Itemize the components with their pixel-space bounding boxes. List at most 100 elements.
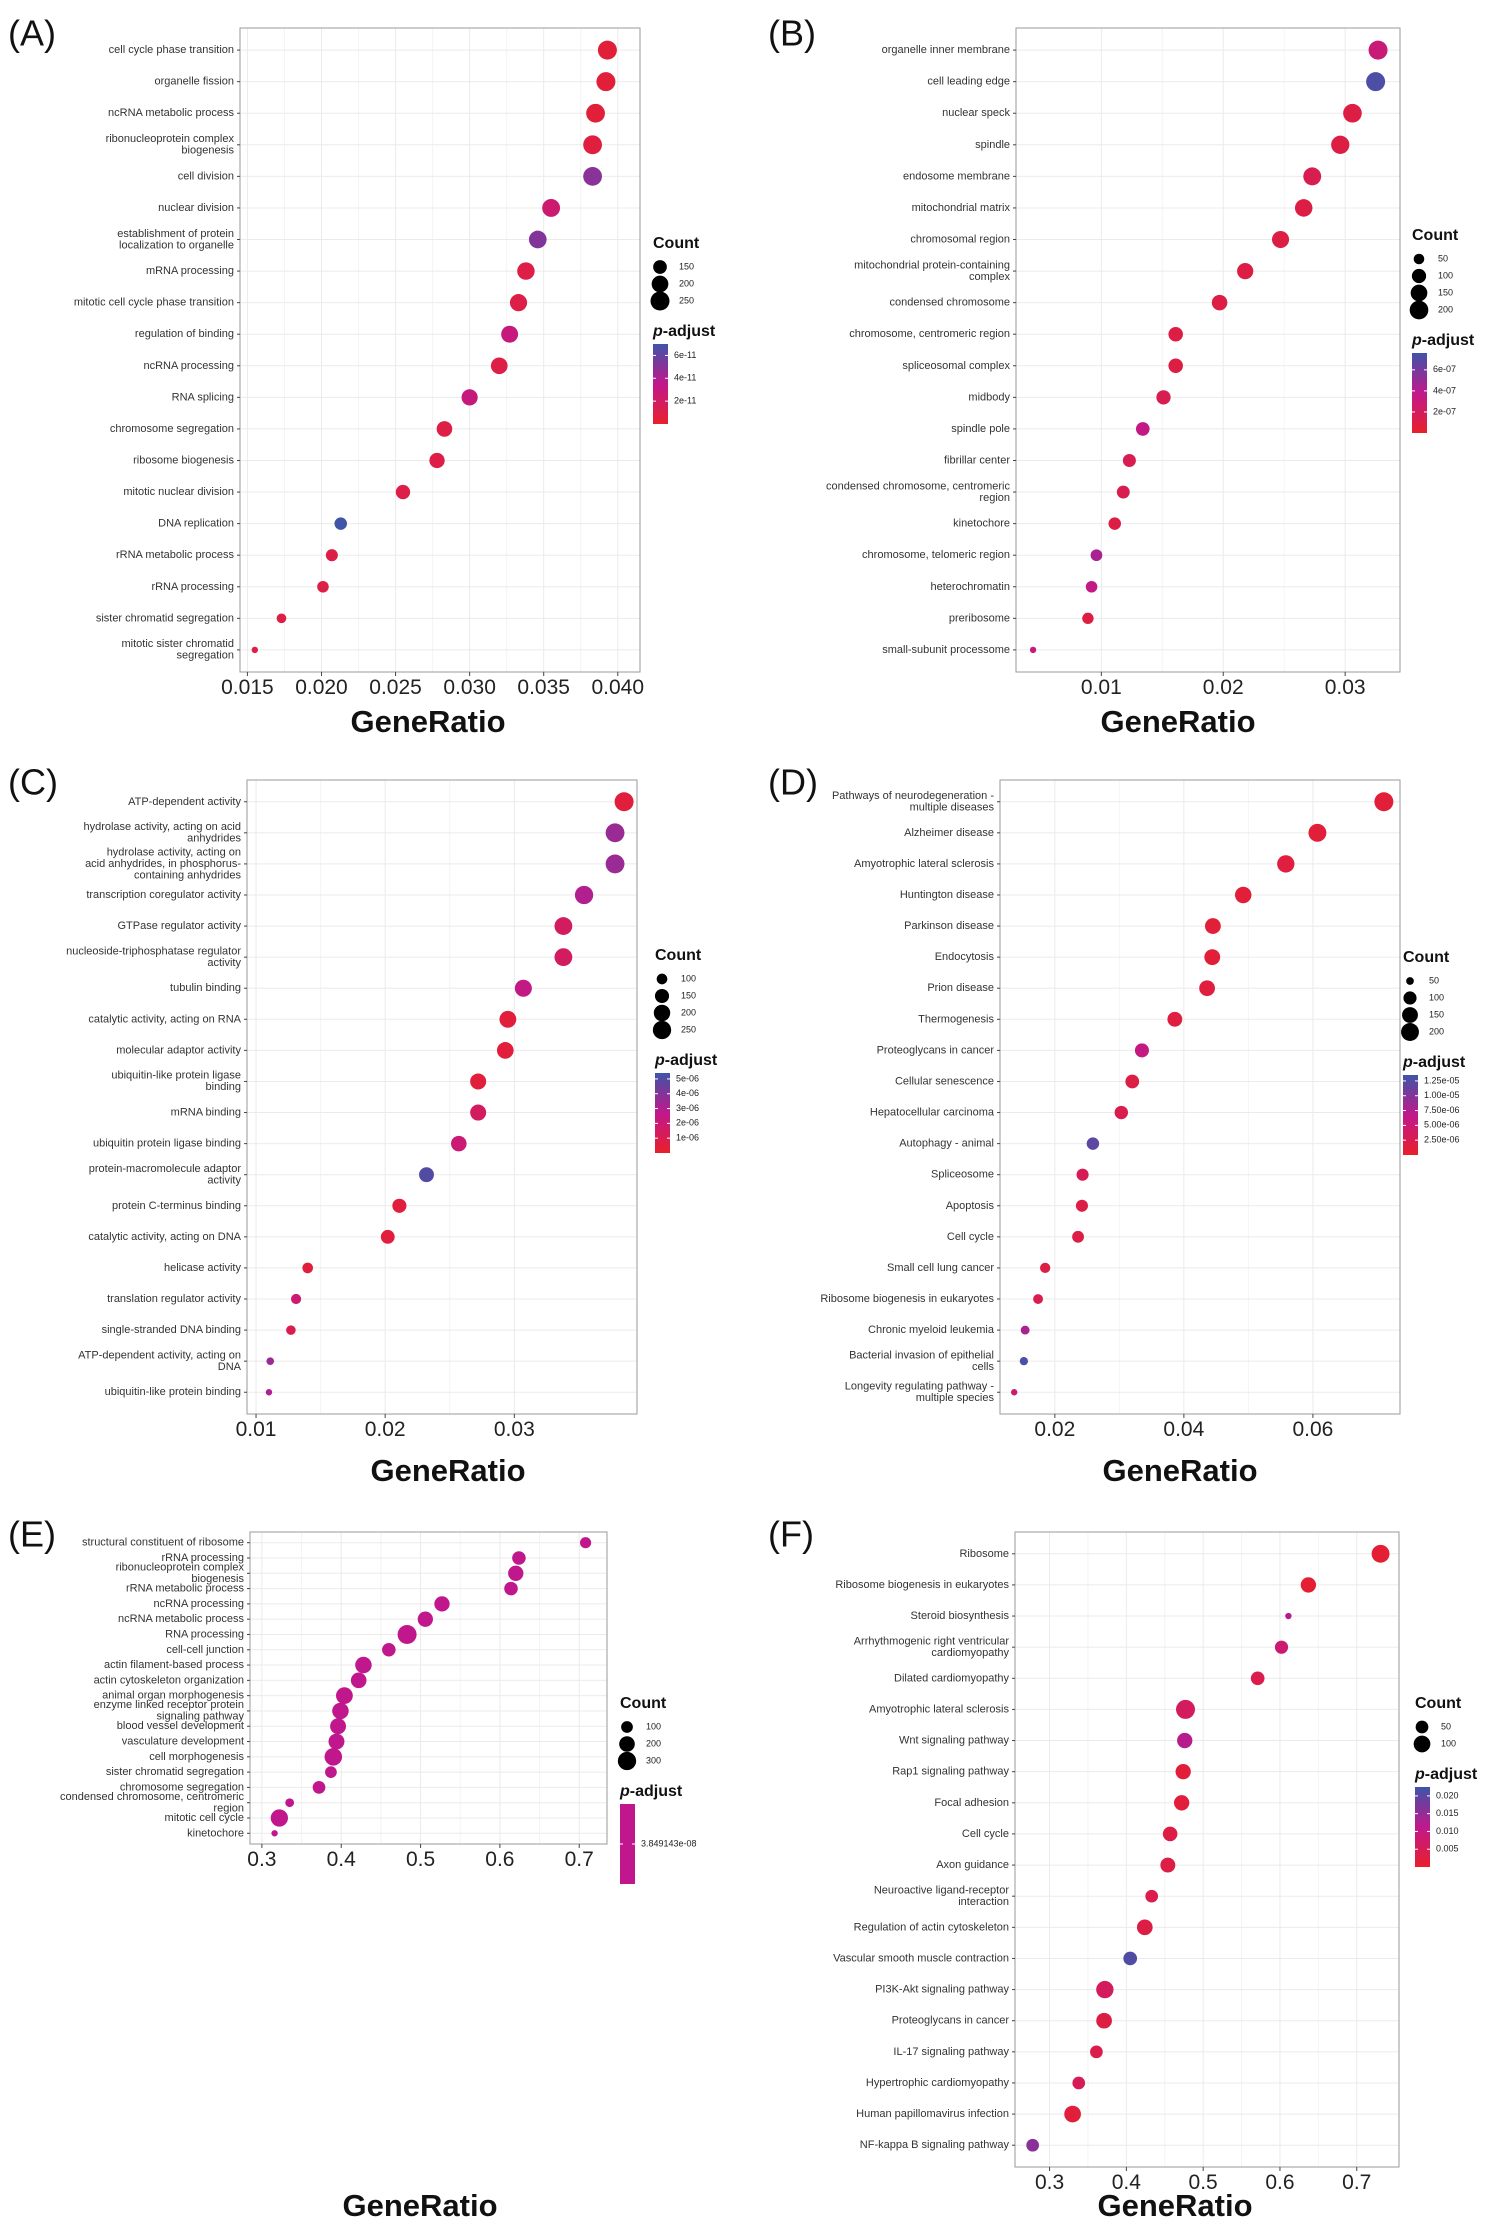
plot-frame bbox=[1014, 1531, 1400, 2168]
category-label: condensed chromosome, centromeric region bbox=[60, 1791, 245, 1815]
panel-e: (E) structural constituent of ribosome rRN… bbox=[8, 1514, 697, 2223]
x-axis-title: GeneRatio bbox=[1100, 704, 1255, 739]
category-label: vasculature development bbox=[122, 1735, 244, 1747]
data-point bbox=[1019, 1357, 1029, 1366]
count-legend-dot bbox=[617, 1751, 637, 1771]
count-legend-dot bbox=[1413, 1735, 1431, 1753]
p-adjust-legend-label: 0.005 bbox=[1436, 1844, 1459, 1854]
data-point bbox=[317, 580, 329, 593]
data-point bbox=[266, 1357, 275, 1366]
data-point bbox=[508, 1565, 524, 1581]
x-tick-label: 0.4 bbox=[327, 1848, 357, 1871]
data-point bbox=[579, 1537, 592, 1549]
data-point bbox=[265, 1389, 273, 1396]
data-point bbox=[1135, 422, 1150, 436]
data-point bbox=[1167, 1011, 1183, 1027]
data-point bbox=[1204, 918, 1221, 934]
count-legend-dot bbox=[653, 260, 667, 274]
data-point bbox=[1125, 1074, 1140, 1089]
data-point bbox=[1086, 1137, 1100, 1150]
x-axis-title: GeneRatio bbox=[370, 1453, 525, 1488]
category-label: endosome membrane bbox=[903, 170, 1010, 182]
category-label: ATP-dependent activity bbox=[128, 796, 241, 808]
category-label: chromosome segregation bbox=[110, 423, 234, 435]
category-label: ncRNA metabolic process bbox=[108, 107, 234, 119]
data-point bbox=[1123, 1951, 1138, 1966]
data-point bbox=[330, 1718, 347, 1735]
data-point bbox=[554, 917, 573, 935]
category-label: translation regulator activity bbox=[107, 1293, 241, 1305]
data-point bbox=[1020, 1325, 1030, 1335]
category-label: actin cytoskeleton organization bbox=[94, 1674, 244, 1686]
data-point bbox=[392, 1198, 407, 1213]
count-legend-dot bbox=[650, 291, 670, 311]
data-point bbox=[583, 135, 602, 155]
category-label: mitotic sister chromatid segregation bbox=[122, 638, 234, 662]
x-tick-label: 0.3 bbox=[1035, 2171, 1064, 2194]
data-point bbox=[1076, 1168, 1089, 1181]
category-label: mRNA binding bbox=[171, 1106, 241, 1118]
category-label: cell morphogenesis bbox=[149, 1751, 244, 1763]
x-tick-label: 0.02 bbox=[1034, 1418, 1075, 1441]
category-label: transcription coregulator activity bbox=[86, 889, 241, 901]
count-legend-label: 250 bbox=[681, 1024, 696, 1034]
p-adjust-color-bar bbox=[1412, 353, 1427, 433]
p-adjust-legend-label: 6e-11 bbox=[674, 350, 696, 360]
category-label: establishment of protein localization to … bbox=[117, 228, 234, 252]
x-tick-label: 0.4 bbox=[1112, 2171, 1142, 2194]
count-legend-label: 100 bbox=[1441, 1738, 1456, 1748]
category-label: mitochondrial matrix bbox=[912, 202, 1011, 214]
data-point bbox=[614, 792, 634, 812]
data-point bbox=[1250, 1671, 1265, 1686]
data-point bbox=[397, 1624, 417, 1644]
category-label: RNA processing bbox=[165, 1628, 244, 1640]
category-label: ribonucleoprotein complex biogenesis bbox=[106, 133, 235, 157]
count-legend-label: 150 bbox=[679, 261, 694, 271]
category-label: IL-17 signaling pathway bbox=[893, 2046, 1009, 2058]
data-point bbox=[501, 325, 519, 343]
panel-d: (D) Pathways of neurodegeneration -multip… bbox=[768, 762, 1466, 1488]
category-label: organelle fission bbox=[155, 76, 235, 88]
p-adjust-legend-label: 2e-11 bbox=[674, 396, 696, 406]
panel-f-label: (F) bbox=[768, 1514, 814, 1555]
data-point bbox=[1371, 1544, 1390, 1563]
category-label: Alzheimer disease bbox=[904, 827, 994, 839]
category-label: Amyotrophic lateral sclerosis bbox=[869, 1703, 1009, 1715]
count-legend-dot bbox=[1402, 1007, 1418, 1023]
data-point bbox=[355, 1656, 372, 1674]
p-adjust-legend-title: p-adjust bbox=[1411, 332, 1475, 349]
category-label: tubulin binding bbox=[170, 982, 241, 994]
category-label: protein C-terminus binding bbox=[112, 1200, 241, 1212]
data-point bbox=[1072, 1230, 1084, 1243]
category-label: cell division bbox=[178, 170, 234, 182]
p-adjust-legend-label: 0.020 bbox=[1436, 1790, 1459, 1800]
data-point bbox=[490, 357, 508, 375]
p-adjust-legend-label: 5e-06 bbox=[676, 1073, 699, 1083]
count-legend-dot bbox=[1403, 991, 1417, 1005]
panel-b: (B) organelle inner membrane cell leading … bbox=[768, 13, 1475, 739]
x-tick-label: 0.020 bbox=[295, 676, 348, 699]
category-label: Cell cycle bbox=[947, 1231, 994, 1243]
category-label: Regulation of actin cytoskeleton bbox=[854, 1921, 1009, 1933]
category-label: Vascular smooth muscle contraction bbox=[833, 1952, 1009, 1964]
category-label: preribosome bbox=[949, 612, 1010, 624]
panel-e-label: (E) bbox=[8, 1514, 56, 1555]
data-point bbox=[382, 1642, 396, 1657]
data-point bbox=[429, 452, 445, 469]
category-label: Ribosome bbox=[959, 1548, 1009, 1560]
category-label: nucleoside-triphosphatase regulator activ… bbox=[66, 945, 241, 969]
category-label: sister chromatid segregation bbox=[106, 1766, 244, 1778]
data-point bbox=[1308, 823, 1327, 842]
count-legend-label: 300 bbox=[646, 1755, 661, 1765]
panel-b-label: (B) bbox=[768, 13, 816, 54]
data-point bbox=[470, 1104, 487, 1121]
category-label: molecular adaptor activity bbox=[116, 1044, 241, 1056]
x-tick-label: 0.03 bbox=[494, 1418, 535, 1441]
category-label: mRNA processing bbox=[146, 265, 234, 277]
count-legend-dot bbox=[656, 973, 668, 985]
category-label: mitotic cell cycle phase transition bbox=[74, 297, 234, 309]
x-tick-label: 0.025 bbox=[369, 676, 422, 699]
p-adjust-color-bar bbox=[1403, 1075, 1418, 1155]
